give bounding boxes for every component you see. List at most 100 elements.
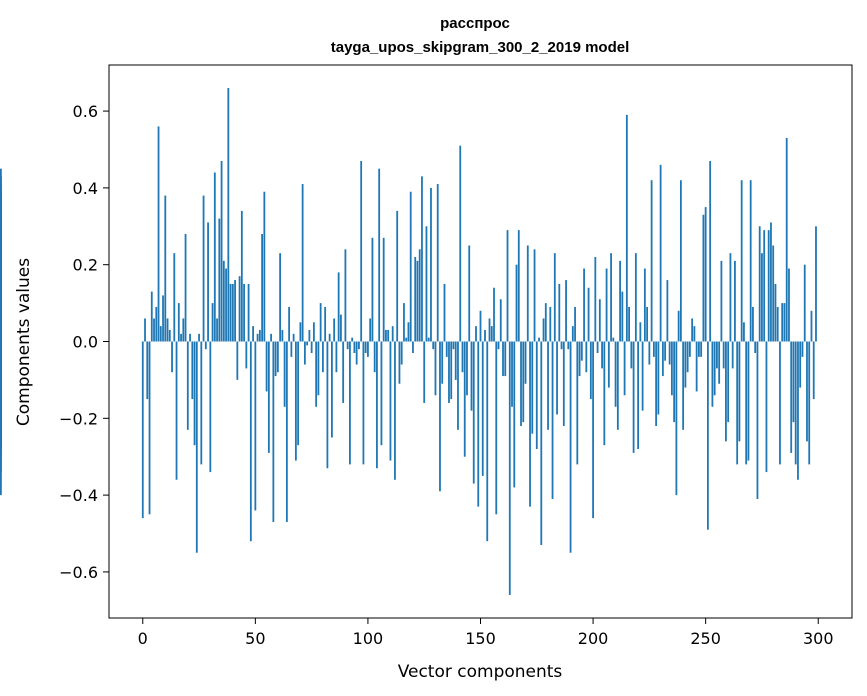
- bar-38: [227, 88, 230, 342]
- bar-267: [743, 322, 745, 342]
- bar-127: [427, 337, 430, 342]
- bar-81: [324, 306, 327, 342]
- bar-80: [321, 341, 324, 373]
- bar-295: [806, 341, 808, 442]
- bar-217: [630, 341, 633, 369]
- bar-97: [360, 161, 363, 342]
- bar-213: [621, 291, 624, 342]
- y-axis-ticks: −0.6 −0.4 −0.2 0.0 0.2 0.4 0.6: [59, 102, 109, 582]
- bar-4: [150, 291, 153, 342]
- bar-144: [466, 341, 468, 396]
- bar-164: [511, 341, 513, 407]
- bar-101: [369, 318, 372, 342]
- bar-11: [166, 318, 169, 342]
- bar-20: [186, 341, 189, 430]
- bar-140: [457, 341, 459, 430]
- bar-166: [515, 264, 518, 342]
- bar-54: [263, 191, 266, 342]
- bar-30: [209, 341, 212, 473]
- y-tick-label: 0.6: [73, 102, 98, 121]
- bar-18: [182, 318, 185, 342]
- bar-59: [274, 341, 277, 377]
- x-tick-label: 50: [245, 629, 265, 648]
- bar-147: [472, 341, 475, 484]
- bar-184: [556, 341, 558, 415]
- chart-subtitle: tayga_upos_skipgram_300_2_2019 model: [331, 39, 630, 56]
- bar-154: [488, 318, 491, 342]
- bar-218: [632, 341, 635, 453]
- bar-226: [650, 180, 653, 342]
- bar-9: [162, 295, 164, 342]
- bar-40: [231, 283, 234, 342]
- bar-85: [333, 318, 336, 342]
- bar-37: [225, 268, 227, 342]
- bar-141: [459, 145, 462, 342]
- bar-167: [517, 230, 520, 342]
- bar-233: [666, 280, 669, 342]
- bar-21: [189, 333, 191, 342]
- bar-199: [589, 341, 592, 400]
- bar-76: [312, 322, 315, 342]
- bar-152: [484, 329, 486, 342]
- bar-220: [637, 341, 640, 450]
- bar-73: [306, 341, 309, 346]
- bar-148: [475, 326, 477, 342]
- bar-298: [812, 341, 815, 400]
- bar-242: [686, 341, 689, 373]
- bar-112: [394, 341, 396, 480]
- bar-270: [749, 180, 752, 342]
- bar-258: [722, 341, 725, 369]
- bar-155: [490, 326, 493, 342]
- bar-65: [288, 306, 291, 342]
- bar-259: [725, 341, 727, 442]
- bar-151: [481, 341, 484, 476]
- bar-102: [371, 237, 374, 342]
- bar-77: [315, 341, 318, 407]
- bar-62: [281, 329, 284, 342]
- bar-244: [691, 318, 694, 342]
- bar-223: [643, 268, 646, 342]
- bar-294: [803, 264, 806, 342]
- bar-297: [810, 310, 813, 342]
- bar-257: [720, 260, 723, 342]
- bar-194: [578, 341, 581, 377]
- bar-2: [146, 341, 149, 400]
- bar-228: [655, 341, 658, 426]
- bar-5: [153, 318, 155, 342]
- bar-172: [529, 341, 531, 507]
- x-tick-label: 200: [578, 629, 609, 648]
- bar-22: [191, 341, 194, 400]
- bar-211: [616, 341, 619, 430]
- bar-158: [497, 341, 500, 350]
- bar-82: [326, 341, 329, 469]
- x-tick-label: 100: [353, 629, 384, 648]
- bar-192: [574, 306, 576, 342]
- bar-103: [373, 341, 376, 373]
- bar-10: [164, 195, 167, 342]
- bar-109: [387, 329, 390, 342]
- bar-50: [254, 341, 257, 511]
- bar-153: [486, 341, 489, 542]
- bar-190: [569, 341, 572, 553]
- bar-263: [734, 260, 736, 342]
- bar-283: [779, 341, 781, 465]
- bar-55: [265, 341, 268, 392]
- bar-67: [292, 333, 295, 342]
- bar-64: [285, 341, 288, 522]
- x-tick-label: 250: [690, 629, 721, 648]
- bar-246: [695, 341, 698, 392]
- bar-74: [308, 329, 311, 342]
- bar-56: [267, 341, 270, 453]
- bar-undefined: [0, 341, 2, 473]
- bar-28: [204, 341, 207, 350]
- bar-86: [335, 341, 338, 373]
- bar-94: [353, 341, 356, 354]
- bar-75: [310, 341, 313, 354]
- bar-277: [765, 341, 768, 473]
- bar-274: [758, 226, 761, 342]
- bar-239: [679, 180, 682, 342]
- bar-264: [736, 341, 739, 465]
- bar-170: [524, 341, 527, 384]
- bar-168: [520, 341, 522, 426]
